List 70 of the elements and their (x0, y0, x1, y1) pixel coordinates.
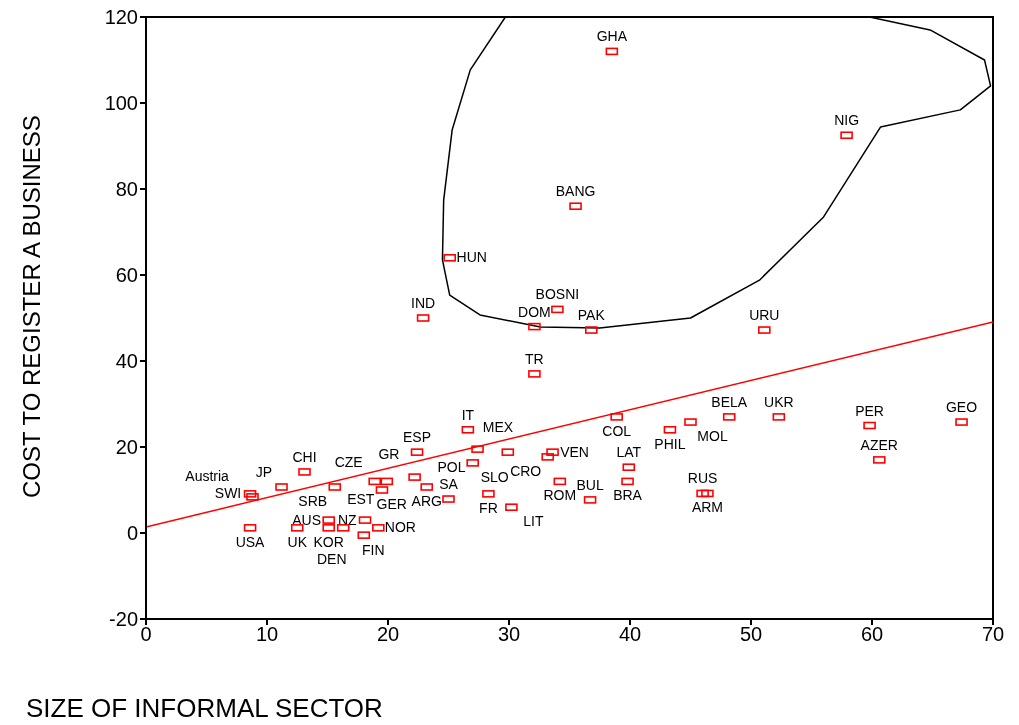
data-label: DEN (317, 551, 347, 568)
data-label: MEX (482, 419, 514, 436)
data-label: UK (287, 533, 308, 550)
data-label: VEN (560, 443, 589, 460)
data-label: SLO (480, 468, 509, 485)
data-label: USA (235, 533, 266, 550)
data-label: COL (602, 422, 632, 439)
data-label: BRA (613, 487, 643, 504)
data-label: Austria (185, 467, 230, 484)
y-tick-label: -20 (109, 608, 138, 631)
y-tick-label: 0 (126, 522, 138, 545)
data-label: PHIL (654, 435, 686, 452)
data-label: KOR (313, 533, 344, 550)
data-label: SA (439, 476, 459, 493)
data-label: HUN (456, 249, 487, 266)
data-label: LIT (523, 513, 544, 530)
y-axis-title: COST TO REGISTER A BUSINESS (17, 115, 45, 498)
data-label: IT (461, 406, 475, 423)
data-label: BUL (576, 476, 604, 493)
data-label: AUS (292, 511, 322, 528)
x-axis-title: SIZE OF INFORMAL SECTOR (26, 693, 383, 723)
x-tick-label: 10 (255, 623, 279, 646)
data-label: GR (378, 446, 400, 463)
x-tick-label: 50 (739, 623, 763, 646)
y-tick-label: 100 (104, 92, 138, 115)
data-label: IND (411, 295, 436, 311)
data-label: LAT (616, 444, 642, 461)
data-label: FIN (361, 541, 385, 558)
data-label: ROM (543, 487, 577, 504)
data-label: JP (255, 463, 273, 480)
data-label: CHI (292, 448, 317, 465)
x-tick-label: 60 (860, 623, 884, 646)
data-label: AZER (860, 436, 898, 453)
data-label: NOR (384, 519, 416, 536)
data-label: SWI (214, 485, 242, 502)
data-label: PAK (577, 307, 606, 324)
data-label: EST (347, 491, 375, 508)
data-label: MOL (697, 428, 728, 445)
x-tick-label: 40 (618, 623, 642, 646)
data-label: CRO (510, 462, 542, 479)
data-label: NZ (337, 511, 358, 528)
data-label: POL (437, 459, 466, 476)
data-label: TR (525, 350, 544, 367)
x-tick-label: 30 (497, 623, 521, 646)
data-label: BELA (711, 393, 748, 410)
x-tick-label: 20 (376, 623, 400, 646)
data-label: CZE (334, 454, 363, 471)
data-label: ARG (411, 492, 442, 509)
data-label: GEO (945, 399, 978, 416)
data-label: GHA (596, 28, 628, 45)
x-tick-label: 70 (981, 623, 1005, 646)
y-tick-label: 20 (115, 436, 138, 459)
data-label: SRB (298, 492, 328, 509)
data-label: RUS (687, 470, 718, 487)
data-label: ARM (691, 499, 723, 516)
data-label: GER (376, 496, 407, 512)
data-label: ESP (403, 429, 432, 446)
data-label: URU (749, 307, 780, 324)
x-tick-label: 0 (140, 623, 152, 646)
y-tick-label: 80 (115, 178, 138, 201)
y-tick-label: 120 (104, 6, 138, 29)
data-label: FR (479, 499, 498, 516)
data-label: BANG (555, 183, 596, 200)
data-label: PER (855, 402, 884, 419)
data-label: BOSNI (535, 286, 580, 303)
data-label: DOM (518, 303, 551, 320)
data-label: UKR (764, 393, 794, 410)
y-tick-label: 40 (115, 350, 138, 373)
y-tick-label: 60 (115, 264, 138, 287)
data-label: NIG (834, 112, 860, 129)
